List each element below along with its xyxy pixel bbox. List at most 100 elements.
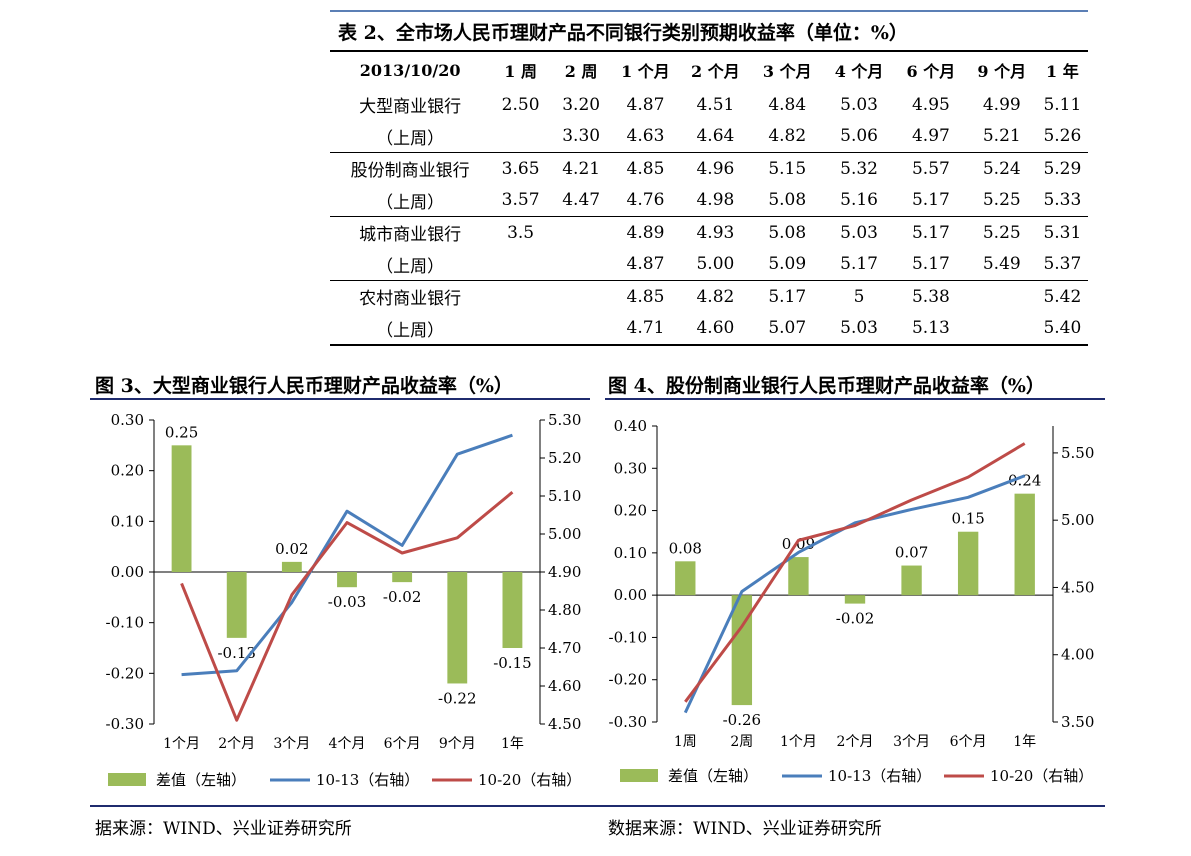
yield-cell: 5.37 — [1036, 248, 1088, 281]
yield-cell: 3.20 — [562, 94, 601, 115]
right-tick-label: 4.60 — [548, 677, 581, 695]
table-row: （上周） 3.57 4.47 4.76 4.98 5.08 5.16 5.17 5.25 5.33 — [330, 184, 1088, 217]
x-tick-label: 2个月 — [837, 734, 874, 750]
table-body: 大型商业银行 2.50 3.20 4.87 4.51 4.84 5.03 4.95 4.99 5.… — [330, 89, 1088, 346]
bank-name-cell: （上周） — [330, 120, 491, 153]
yield-cell — [550, 312, 612, 346]
yield-cell: 4.98 — [679, 184, 752, 217]
yield-cell — [490, 312, 551, 346]
bar-diff — [226, 572, 247, 638]
legend-label-diff: 差值（左轴） — [668, 767, 758, 785]
yield-cell: 4.89 — [626, 222, 665, 243]
yield-cell: 5.49 — [966, 248, 1037, 281]
legend-label-10-13: 10-13（右轴） — [828, 767, 931, 785]
yield-cell: 2.50 — [501, 94, 540, 115]
table-header-cell: 6 个月 — [906, 62, 956, 81]
left-tick-label: 0.20 — [614, 502, 647, 520]
line-10-20 — [684, 442, 1026, 703]
table-top-rule — [330, 10, 1088, 12]
x-tick-label: 1年 — [501, 736, 524, 752]
yield-cell: 5.31 — [1043, 222, 1082, 243]
yield-cell: 5.21 — [966, 120, 1037, 153]
left-tick-label: 0.00 — [614, 586, 647, 604]
yield-cell: 5.03 — [840, 222, 878, 243]
x-tick-label: 6个月 — [384, 736, 421, 752]
table-header-cell: 1 周 — [504, 62, 537, 81]
table-header-cell: 1 年 — [1046, 62, 1079, 81]
bar-diff — [281, 561, 302, 572]
table-row: 城市商业银行 3.5 4.89 4.93 5.08 5.03 5.17 5.25 5.31 — [330, 217, 1088, 249]
yield-cell: 4.60 — [679, 312, 752, 346]
x-tick-label: 1年 — [1013, 734, 1036, 750]
bar-data-label: 0.25 — [165, 423, 198, 441]
table-row: 农村商业银行 4.85 4.82 5.17 5 5.38 5.42 — [330, 281, 1088, 313]
yield-cell: 3.30 — [550, 120, 612, 153]
right-tick-label: 5.10 — [548, 487, 581, 505]
x-tick-label: 6个月 — [950, 734, 987, 750]
bank-name-cell: 股份制商业银行 — [350, 161, 470, 182]
right-tick-label: 5.20 — [548, 449, 581, 467]
yield-cell: 4.64 — [679, 120, 752, 153]
bar-data-label: 0.15 — [951, 510, 984, 528]
table-row: （上周） 4.87 5.00 5.09 5.17 5.17 5.49 5.37 — [330, 248, 1088, 281]
bank-name-cell: 农村商业银行 — [359, 289, 462, 310]
table-header-cell: 2 周 — [564, 62, 598, 81]
chart3-title: 图 3、大型商业银行人民币理财产品收益率（%） — [95, 375, 513, 397]
yield-cell: 4.82 — [751, 120, 824, 153]
yield-cell: 5.32 — [840, 158, 878, 179]
chart3-plot: 0.30 0.20 0.10 0.00 -0.10 -0.20 -0.30 5.30 5.20 5… — [106, 411, 582, 789]
left-tick-label: 0.40 — [614, 417, 647, 435]
yield-cell: 3.57 — [490, 184, 551, 217]
left-tick-label: -0.20 — [106, 664, 144, 682]
right-tick-label: 4.00 — [1061, 646, 1094, 664]
x-tick-label: 1周 — [674, 734, 697, 750]
right-tick-label: 4.90 — [548, 563, 581, 581]
right-tick-label: 5.50 — [1061, 444, 1094, 462]
bar-diff — [675, 561, 696, 596]
bar-diff — [502, 572, 523, 648]
line-10-13 — [181, 433, 513, 677]
yield-cell — [490, 248, 551, 281]
yield-cell: 3.5 — [507, 222, 535, 243]
yield-cell: 5.16 — [823, 184, 895, 217]
bar-diff — [171, 445, 192, 572]
yield-cell: 5.42 — [1043, 286, 1082, 307]
line-10-20 — [180, 491, 514, 722]
table-title-rule — [330, 50, 1088, 52]
bar-data-label: 0.08 — [669, 539, 702, 557]
line-10-13 — [683, 474, 1026, 714]
yield-cell: 4.96 — [696, 158, 735, 179]
chart4-title-rule — [605, 398, 1105, 400]
yield-cell: 5.25 — [966, 184, 1037, 217]
yield-cell: 3.65 — [501, 158, 540, 179]
bar-data-label: 0.07 — [895, 544, 928, 562]
table-header-cell: 3 个月 — [762, 62, 812, 81]
left-tick-label: -0.20 — [609, 671, 647, 689]
bar-data-label: -0.22 — [438, 689, 476, 707]
chart4-source: 数据来源：WIND、兴业证券研究所 — [608, 819, 882, 839]
yield-cell: 5.17 — [823, 248, 895, 281]
yield-cell — [551, 217, 612, 249]
yield-cell: 5.08 — [768, 222, 807, 243]
yield-cell: 4.82 — [696, 286, 735, 307]
yield-cell: 5.07 — [751, 312, 824, 346]
right-tick-label: 4.80 — [548, 601, 581, 619]
chart4-title: 图 4、股份制商业银行人民币理财产品收益率（%） — [608, 375, 1045, 397]
yield-cell: 4.99 — [982, 94, 1021, 115]
yield-cell: 5.17 — [911, 222, 950, 243]
table-header-cell: 9 个月 — [977, 62, 1027, 81]
bar-data-label: 0.02 — [275, 540, 308, 558]
yield-cell: 4.47 — [550, 184, 612, 217]
x-tick-label: 2周 — [730, 734, 753, 750]
x-tick-label: 1个月 — [163, 736, 200, 752]
yield-cell: 4.87 — [611, 248, 680, 281]
yield-cell: 5.24 — [982, 158, 1021, 179]
legend-label-10-20: 10-20（右轴） — [990, 767, 1093, 785]
chart4-plot: 0.40 0.30 0.20 0.10 0.00 -0.10 -0.20 -0.30 5.50 5… — [609, 417, 1095, 785]
yield-cell: 5.17 — [768, 286, 807, 307]
yield-cell: 4.76 — [611, 184, 680, 217]
yield-cell: 4.63 — [611, 120, 680, 153]
yield-cell: 4.95 — [911, 94, 950, 115]
yield-cell: 5.08 — [751, 184, 824, 217]
yield-cell — [551, 281, 612, 313]
